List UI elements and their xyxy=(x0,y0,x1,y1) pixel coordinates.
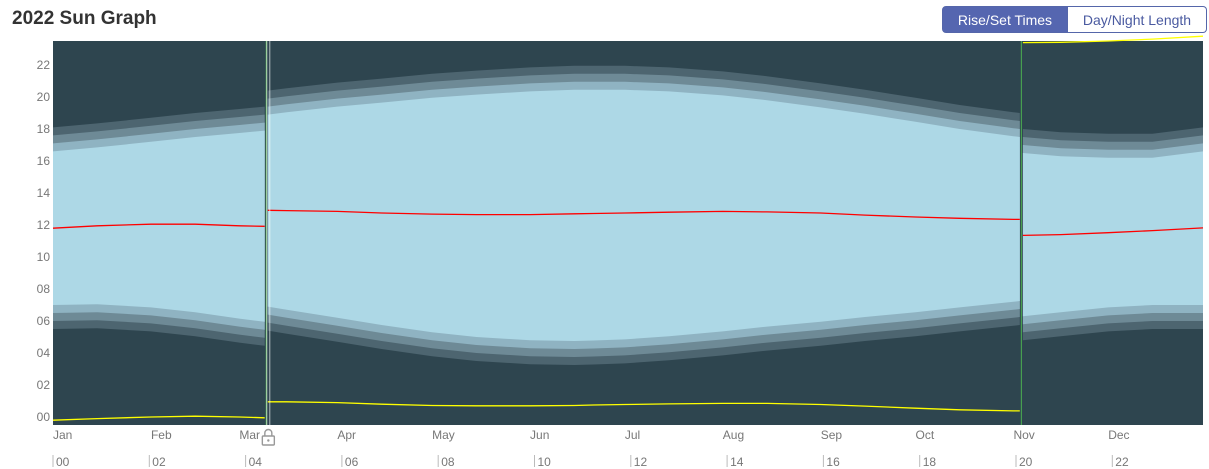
solar-midnight-line-2 xyxy=(1022,35,1204,44)
y-tick-label: 08 xyxy=(37,282,51,296)
hour-tick-label: 18 xyxy=(923,455,937,469)
month-tick-label: Mar xyxy=(239,428,260,442)
month-tick-label: Apr xyxy=(337,428,356,442)
lock-icon-shackle xyxy=(264,428,273,436)
hour-tick-label: 14 xyxy=(730,455,744,469)
lock-icon xyxy=(261,435,276,446)
daylight-band-1 xyxy=(267,89,1020,341)
y-tick-label: 04 xyxy=(37,346,51,360)
y-tick-label: 16 xyxy=(37,154,51,168)
hour-tick-label: 16 xyxy=(826,455,840,469)
hour-tick-label: 04 xyxy=(249,455,263,469)
month-tick-label: Feb xyxy=(151,428,172,442)
y-tick-label: 14 xyxy=(37,186,51,200)
solar-midnight-line-0 xyxy=(52,415,265,421)
hour-tick-label: 08 xyxy=(441,455,455,469)
y-tick-label: 22 xyxy=(37,58,51,72)
month-tick-label: May xyxy=(432,428,455,442)
hour-tick-label: 12 xyxy=(634,455,648,469)
lock-icon-keyhole xyxy=(267,439,270,442)
month-tick-label: Jan xyxy=(53,428,72,442)
month-tick-label: Aug xyxy=(723,428,744,442)
rise-set-times-button[interactable]: Rise/Set Times xyxy=(942,6,1068,33)
y-tick-label: 20 xyxy=(37,90,51,104)
view-toggle: Rise/Set Times Day/Night Length xyxy=(942,6,1207,33)
y-tick-label: 00 xyxy=(37,410,51,424)
hour-tick-label: 22 xyxy=(1115,455,1129,469)
hour-tick-label: 10 xyxy=(538,455,552,469)
hour-tick-label: 00 xyxy=(56,455,70,469)
solar-noon-line-2 xyxy=(1022,227,1204,237)
month-tick-label: Sep xyxy=(821,428,843,442)
month-tick-label: Dec xyxy=(1108,428,1129,442)
y-tick-label: 10 xyxy=(37,250,51,264)
month-tick-label: Jun xyxy=(530,428,549,442)
month-tick-label: Jul xyxy=(625,428,640,442)
solar-noon-line-1 xyxy=(267,209,1020,221)
y-tick-label: 12 xyxy=(37,218,51,232)
daylight-band-0 xyxy=(53,130,265,322)
y-tick-label: 18 xyxy=(37,122,51,136)
y-tick-label: 02 xyxy=(37,378,51,392)
hour-tick-label: 02 xyxy=(152,455,166,469)
page-title: 2022 Sun Graph xyxy=(12,8,157,29)
hour-tick-label: 20 xyxy=(1019,455,1033,469)
solar-midnight-line-1 xyxy=(267,401,1020,412)
daylight-band-2 xyxy=(1022,151,1203,317)
month-tick-label: Nov xyxy=(1013,428,1034,442)
day-night-length-button[interactable]: Day/Night Length xyxy=(1068,6,1207,33)
solar-noon-line-0 xyxy=(52,223,265,229)
month-tick-label: Oct xyxy=(916,428,935,442)
y-tick-label: 06 xyxy=(37,314,51,328)
hour-tick-label: 06 xyxy=(345,455,359,469)
